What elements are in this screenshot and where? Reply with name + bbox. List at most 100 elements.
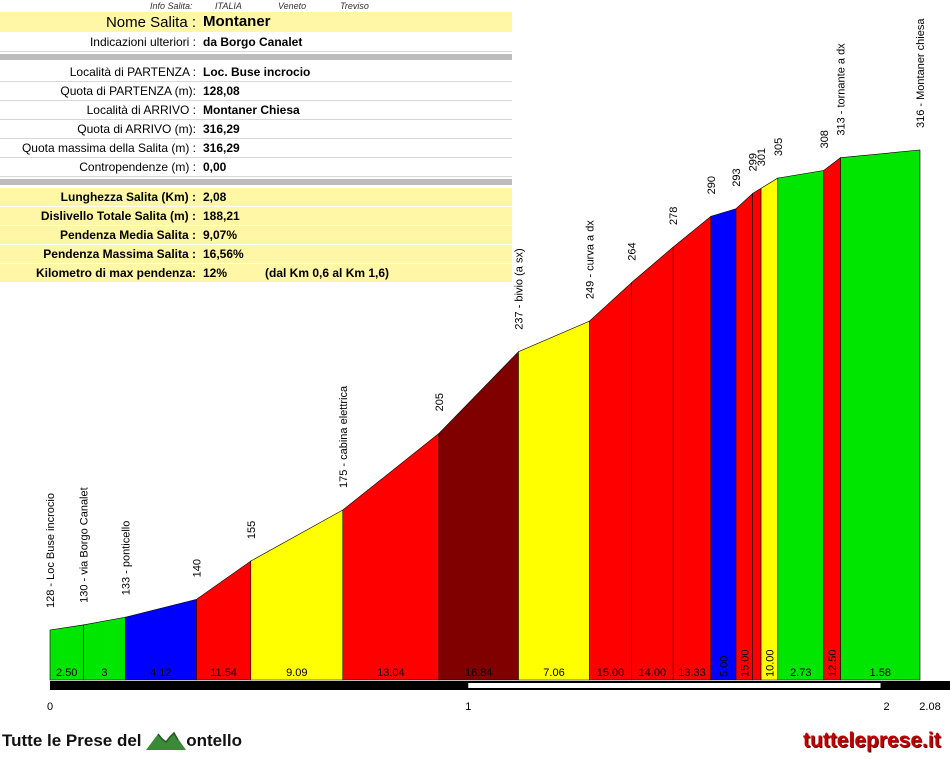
profile-segment-12 (735, 192, 753, 681)
max-alt-value: 316,29 (203, 141, 240, 155)
grade-label: 5.00 (718, 656, 730, 677)
max-km-value: 12% (203, 266, 228, 280)
grade-label: 10.00 (764, 649, 776, 677)
profile-segment-9 (631, 246, 674, 681)
max-km-label: Kilometro di max pendenza: (35, 266, 196, 280)
counter-value: 0,00 (203, 160, 227, 174)
waypoint-label: 249 - curva a dx (585, 220, 597, 299)
grade-label: 9.09 (286, 667, 307, 679)
grade-label: 13.33 (678, 667, 706, 679)
profile-segment-3 (196, 560, 252, 681)
waypoint-label: 316 - Montaner chiesa (915, 18, 927, 128)
grade-label: 1.58 (870, 667, 891, 679)
extra-value: da Borgo Canalet (203, 35, 303, 49)
elevation-profile-chart: 2.50 3 4.12 11.54 9.09 13.04 16.84 7.06 15.00 14.… (45, 18, 950, 713)
waypoint-label: 305 (773, 138, 785, 156)
profile-segments (49, 149, 921, 681)
grade-label: 13.04 (377, 667, 405, 679)
footer-brand: Tutte le Prese del ontello (2, 730, 242, 751)
info-province: Treviso (340, 1, 369, 11)
x-tick-label: 0 (47, 701, 53, 713)
row-counter: Contropendenze (m) : 0,00 (0, 158, 512, 177)
start-place-label: Località di PARTENZA : (69, 65, 196, 79)
row-start-alt: Quota di PARTENZA (m): 128,08 (0, 82, 512, 101)
grade-label: 3 (101, 667, 107, 679)
extra-label: Indicazioni ulteriori : (89, 35, 196, 49)
row-extra: Indicazioni ulteriori : da Borgo Canalet (0, 33, 512, 52)
length-label: Lunghezza Salita (Km) : (60, 190, 196, 204)
grade-label: 15.00 (597, 667, 625, 679)
waypoint-label: 128 - Loc Buse incrocio (45, 493, 57, 608)
climb-info-table: Nome Salita : Montaner Indicazioni ulter… (0, 12, 512, 283)
grade-label: 12.50 (827, 649, 839, 677)
waypoint-label: 290 (706, 176, 718, 194)
max-grade-label: Pendenza Massima Salita : (43, 247, 196, 261)
grade-labels: 2.50 3 4.12 11.54 9.09 13.04 16.84 7.06 15.00 14.… (56, 649, 891, 679)
x-tick-label: 1 (465, 701, 471, 713)
info-region: Veneto (278, 1, 307, 11)
waypoint-label: 293 (731, 168, 743, 186)
avg-grade-label: Pendenza Media Salita : (59, 228, 196, 242)
profile-segment-5 (342, 432, 440, 681)
length-value: 2,08 (203, 190, 227, 204)
profile-segment-14 (760, 177, 779, 681)
row-end-alt: Quota di ARRIVO (m): 316,29 (0, 120, 512, 139)
row-max-km: Kilometro di max pendenza: 12% (dal Km 0… (0, 264, 512, 283)
profile-segment-6 (438, 350, 519, 681)
row-avg-grade: Pendenza Media Salita : 9,07% (0, 226, 512, 245)
climb-name-value: Montaner (203, 13, 271, 30)
end-place-value: Montaner Chiesa (203, 103, 300, 117)
row-start-place: Località di PARTENZA : Loc. Buse incroci… (0, 63, 512, 82)
grade-label: 16.84 (465, 667, 493, 679)
grade-label: 15.00 (739, 649, 751, 677)
row-end-place: Località di ARRIVO : Montaner Chiesa (0, 101, 512, 120)
info-bar: Info Salita: ITALIA Veneto Treviso (150, 1, 450, 12)
waypoint-label: 299 (748, 153, 760, 171)
climb-name-label: Nome Salita : (105, 14, 196, 31)
waypoint-label: 155 (246, 521, 258, 539)
profile-segment-7 (518, 320, 590, 681)
profile-segment-8 (589, 282, 632, 681)
distance-axis: 0 1 2 2.08 (47, 681, 950, 713)
row-climb-name: Nome Salita : Montaner (0, 12, 512, 33)
max-km-note: (dal Km 0,6 al Km 1,6) (265, 266, 390, 280)
profile-segment-16 (823, 157, 841, 681)
start-alt-value: 128,08 (203, 84, 240, 98)
waypoint-label: 175 - cabina elettrica (338, 385, 350, 488)
waypoint-label: 301 (756, 148, 768, 166)
row-length: Lunghezza Salita (Km) : 2,08 (0, 188, 512, 207)
waypoint-label: 205 (434, 393, 446, 411)
start-place-value: Loc. Buse incrocio (203, 65, 311, 79)
waypoint-label: 133 - ponticello (120, 521, 132, 596)
site-logo-text: tutteleprese.it (803, 729, 941, 752)
brand-prefix: Tutte le Prese del (2, 731, 147, 750)
row-max-grade: Pendenza Massima Salita : 16,56% (0, 245, 512, 264)
separator (0, 179, 512, 185)
waypoint-label: 278 (668, 207, 680, 225)
x-tick-label: 2.08 (919, 701, 940, 713)
end-place-label: Località di ARRIVO : (86, 103, 196, 117)
brand-suffix: ontello (186, 731, 242, 750)
gain-label: Dislivello Totale Salita (m) : (40, 209, 196, 223)
gain-value: 188,21 (203, 209, 240, 223)
row-max-alt: Quota massima della Salita (m) : 316,29 (0, 139, 512, 158)
row-gain: Dislivello Totale Salita (m) : 188,21 (0, 207, 512, 226)
avg-grade-value: 9,07% (203, 228, 238, 242)
grade-label: 4.12 (150, 667, 171, 679)
mountain-logo-icon (146, 731, 187, 750)
waypoint-labels: 128 - Loc Buse incrocio 130 - via Borgo C… (45, 18, 927, 608)
profile-segment-15 (777, 170, 825, 681)
profile-segment-4 (250, 509, 344, 681)
max-alt-label: Quota massima della Salita (m) : (21, 141, 196, 155)
profile-segment-13 (752, 187, 762, 681)
profile-segment-17 (840, 149, 921, 681)
profile-segment-10 (672, 215, 712, 681)
info-label: Info Salita: (150, 1, 193, 11)
max-grade-value: 16,56% (203, 247, 244, 261)
axis-bar-odd-km (468, 683, 881, 688)
waypoint-label: 264 (626, 242, 638, 260)
counter-label: Contropendenze (m) : (79, 160, 196, 174)
x-tick-label: 2 (883, 701, 889, 713)
end-alt-label: Quota di ARRIVO (m): (77, 122, 196, 136)
start-alt-label: Quota di PARTENZA (m): (60, 84, 196, 98)
